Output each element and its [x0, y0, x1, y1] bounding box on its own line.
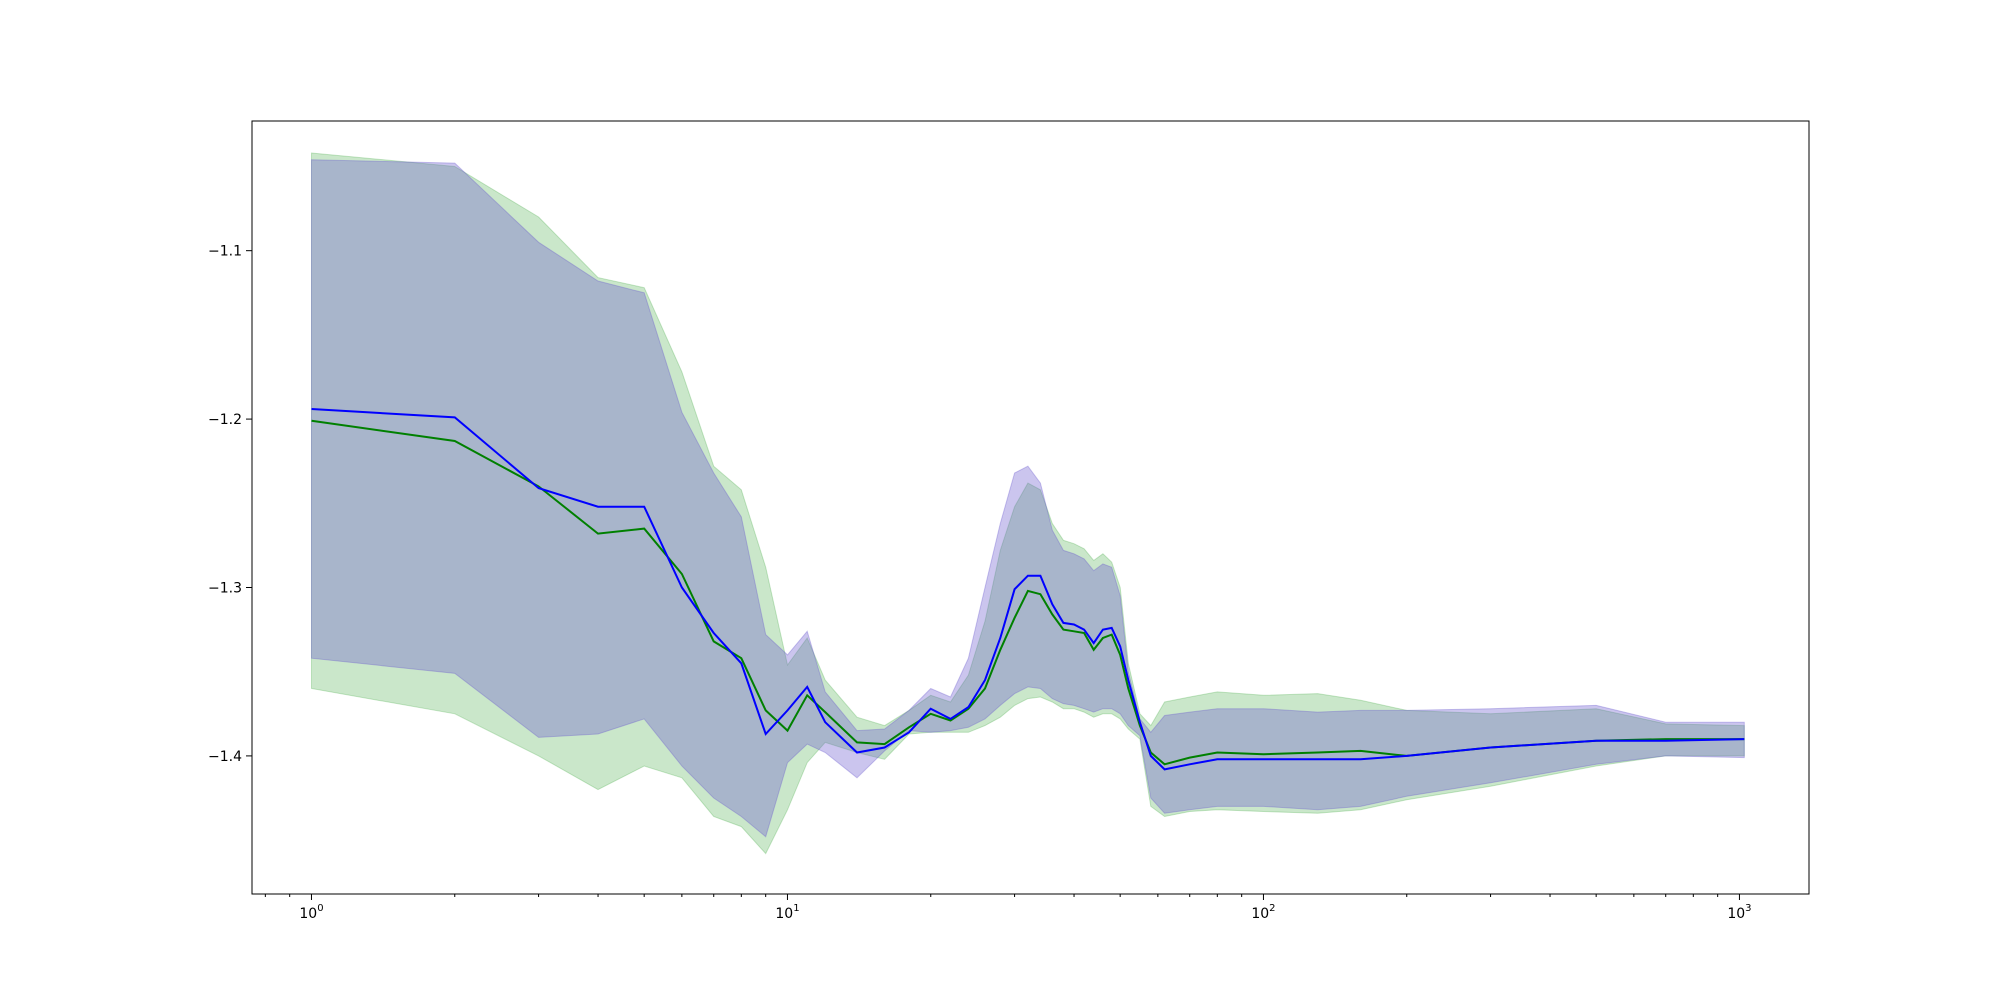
x-tick-label-2: 102	[1251, 903, 1275, 922]
series-2-line	[311, 408, 1745, 771]
y-tick-label-2: −1.3	[208, 580, 242, 596]
x-tick-label-0: 100	[299, 903, 323, 922]
plot-background	[252, 121, 1809, 894]
y-axis: −1.1 −1.2 −1.3 −1.4	[208, 244, 252, 765]
y-tick-label-3: −1.4	[208, 749, 242, 765]
confidence-bands	[311, 152, 1745, 855]
series-2-band	[311, 159, 1745, 838]
x-axis: 100 101 102 103	[264, 894, 1752, 922]
series-lines	[311, 408, 1745, 771]
x-tick-label-3: 103	[1727, 903, 1751, 922]
plot-frame	[251, 120, 1810, 895]
series-1-band	[311, 152, 1745, 855]
y-tick-label-0: −1.1	[208, 244, 242, 260]
y-tick-label-1: −1.2	[208, 412, 242, 428]
series-1-line	[311, 419, 1745, 766]
x-tick-label-1: 101	[775, 903, 799, 922]
